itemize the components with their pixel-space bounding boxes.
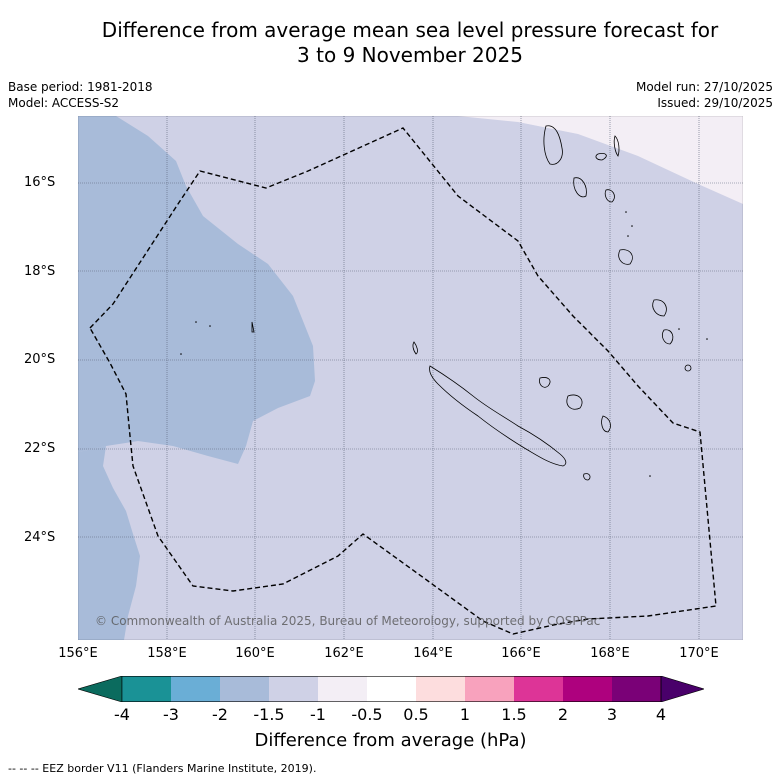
colorbar-extend-high: [660, 676, 704, 702]
vanuatu-maewo: [613, 135, 620, 157]
issued-date: Issued: 29/10/2025: [657, 96, 773, 110]
colorbar-tick-label: -4: [114, 705, 130, 724]
vanuatu-efate: [618, 249, 633, 265]
islet-west-4: [251, 321, 255, 333]
eez-footnote: -- -- -- EEZ border V11 (Flanders Marine…: [8, 762, 317, 775]
copyright-credit: © Commonwealth of Australia 2025, Bureau…: [95, 614, 601, 628]
colorbar-tick-label: 0.5: [403, 705, 429, 724]
loyalty-island-3: [601, 415, 611, 433]
lon-label-164e: 164°E: [413, 646, 453, 661]
colorbar-segment: [563, 676, 612, 702]
colorbar-tick-label: -1: [310, 705, 326, 724]
vanuatu-malekula: [573, 177, 587, 198]
islet-west-2: [209, 325, 211, 327]
title-line-2: 3 to 9 November 2025: [297, 43, 523, 67]
loyalty-island-2: [566, 394, 583, 410]
colorbar-tick-label: -3: [163, 705, 179, 724]
anomaly-region-light: [458, 116, 743, 204]
vanuatu-espiritu-santo: [543, 125, 563, 165]
lon-label-158e: 158°E: [147, 646, 187, 661]
lon-label-160e: 160°E: [235, 646, 275, 661]
vanuatu-aneityum: [684, 364, 692, 372]
isle-of-pines: [583, 473, 591, 481]
lon-label-168e: 168°E: [590, 646, 630, 661]
colorbar-frame: [121, 676, 662, 702]
colorbar: [78, 676, 704, 702]
meta-right: Model run: 27/10/2025 Issued: 29/10/2025: [636, 79, 773, 111]
colorbar-segment: [367, 676, 416, 702]
islet-east-3: [649, 475, 651, 477]
loyalty-island-1: [539, 377, 551, 388]
lat-label-16s: 16°S: [24, 175, 56, 190]
new-caledonia-island: [429, 365, 567, 467]
islet-west-1: [195, 321, 197, 323]
colorbar-segment: [612, 676, 661, 702]
colorbar-label: Difference from average (hPa): [254, 730, 527, 751]
colorbar-tick-label: 1.5: [501, 705, 527, 724]
graticule: [78, 116, 743, 640]
islet-east-6: [627, 235, 629, 237]
colorbar-segment: [318, 676, 367, 702]
title-line-1: Difference from average mean sea level p…: [101, 18, 719, 42]
islet-east-5: [631, 225, 633, 227]
colorbar-segment: [465, 676, 514, 702]
colorbar-tick-label: 3: [606, 705, 618, 724]
vanuatu-tanna: [662, 329, 674, 345]
colorbar-extend-low: [78, 676, 123, 702]
colorbar-segment: [269, 676, 318, 702]
model-name: Model: ACCESS-S2: [8, 96, 120, 110]
colorbar-segment: [171, 676, 220, 702]
islet-east-2: [706, 338, 708, 340]
anomaly-region-dark-upper: [78, 116, 315, 464]
colorbar-tick-label: 1: [459, 705, 471, 724]
colorbar-tick-label: -2: [212, 705, 228, 724]
lat-label-24s: 24°S: [24, 530, 56, 545]
lon-label-162e: 162°E: [324, 646, 364, 661]
belep-islands: [412, 341, 418, 355]
lat-label-20s: 20°S: [24, 352, 56, 367]
colorbar-segment: [220, 676, 269, 702]
lon-label-166e: 166°E: [501, 646, 541, 661]
colorbar-tick-label: -0.5: [351, 705, 383, 724]
colorbar-segment: [122, 676, 171, 702]
map-title: Difference from average mean sea level p…: [40, 18, 780, 68]
lat-label-22s: 22°S: [24, 441, 56, 456]
vanuatu-pentecost: [604, 189, 615, 203]
islet-east-4: [625, 211, 627, 213]
eez-border: [89, 127, 717, 635]
colorbar-tick-label: 4: [655, 705, 667, 724]
colorbar-segment: [514, 676, 563, 702]
vanuatu-ambae: [595, 153, 607, 161]
vanuatu-erromango: [652, 299, 667, 317]
meta-left: Base period: 1981-2018 Model: ACCESS-S2: [8, 79, 153, 111]
lat-label-18s: 18°S: [24, 264, 56, 279]
lon-label-170e: 170°E: [679, 646, 719, 661]
islet-east-1: [678, 328, 680, 330]
colorbar-tick-label: 2: [557, 705, 569, 724]
lon-label-156e: 156°E: [58, 646, 98, 661]
islet-west-3: [180, 353, 182, 355]
colorbar-segment: [416, 676, 465, 702]
model-run: Model run: 27/10/2025: [635, 80, 773, 94]
colorbar-tick-label: -1.5: [253, 705, 285, 724]
map-panel: [78, 116, 743, 640]
base-period: Base period: 1981-2018: [8, 80, 153, 94]
anomaly-region-dark-lower: [78, 446, 140, 640]
